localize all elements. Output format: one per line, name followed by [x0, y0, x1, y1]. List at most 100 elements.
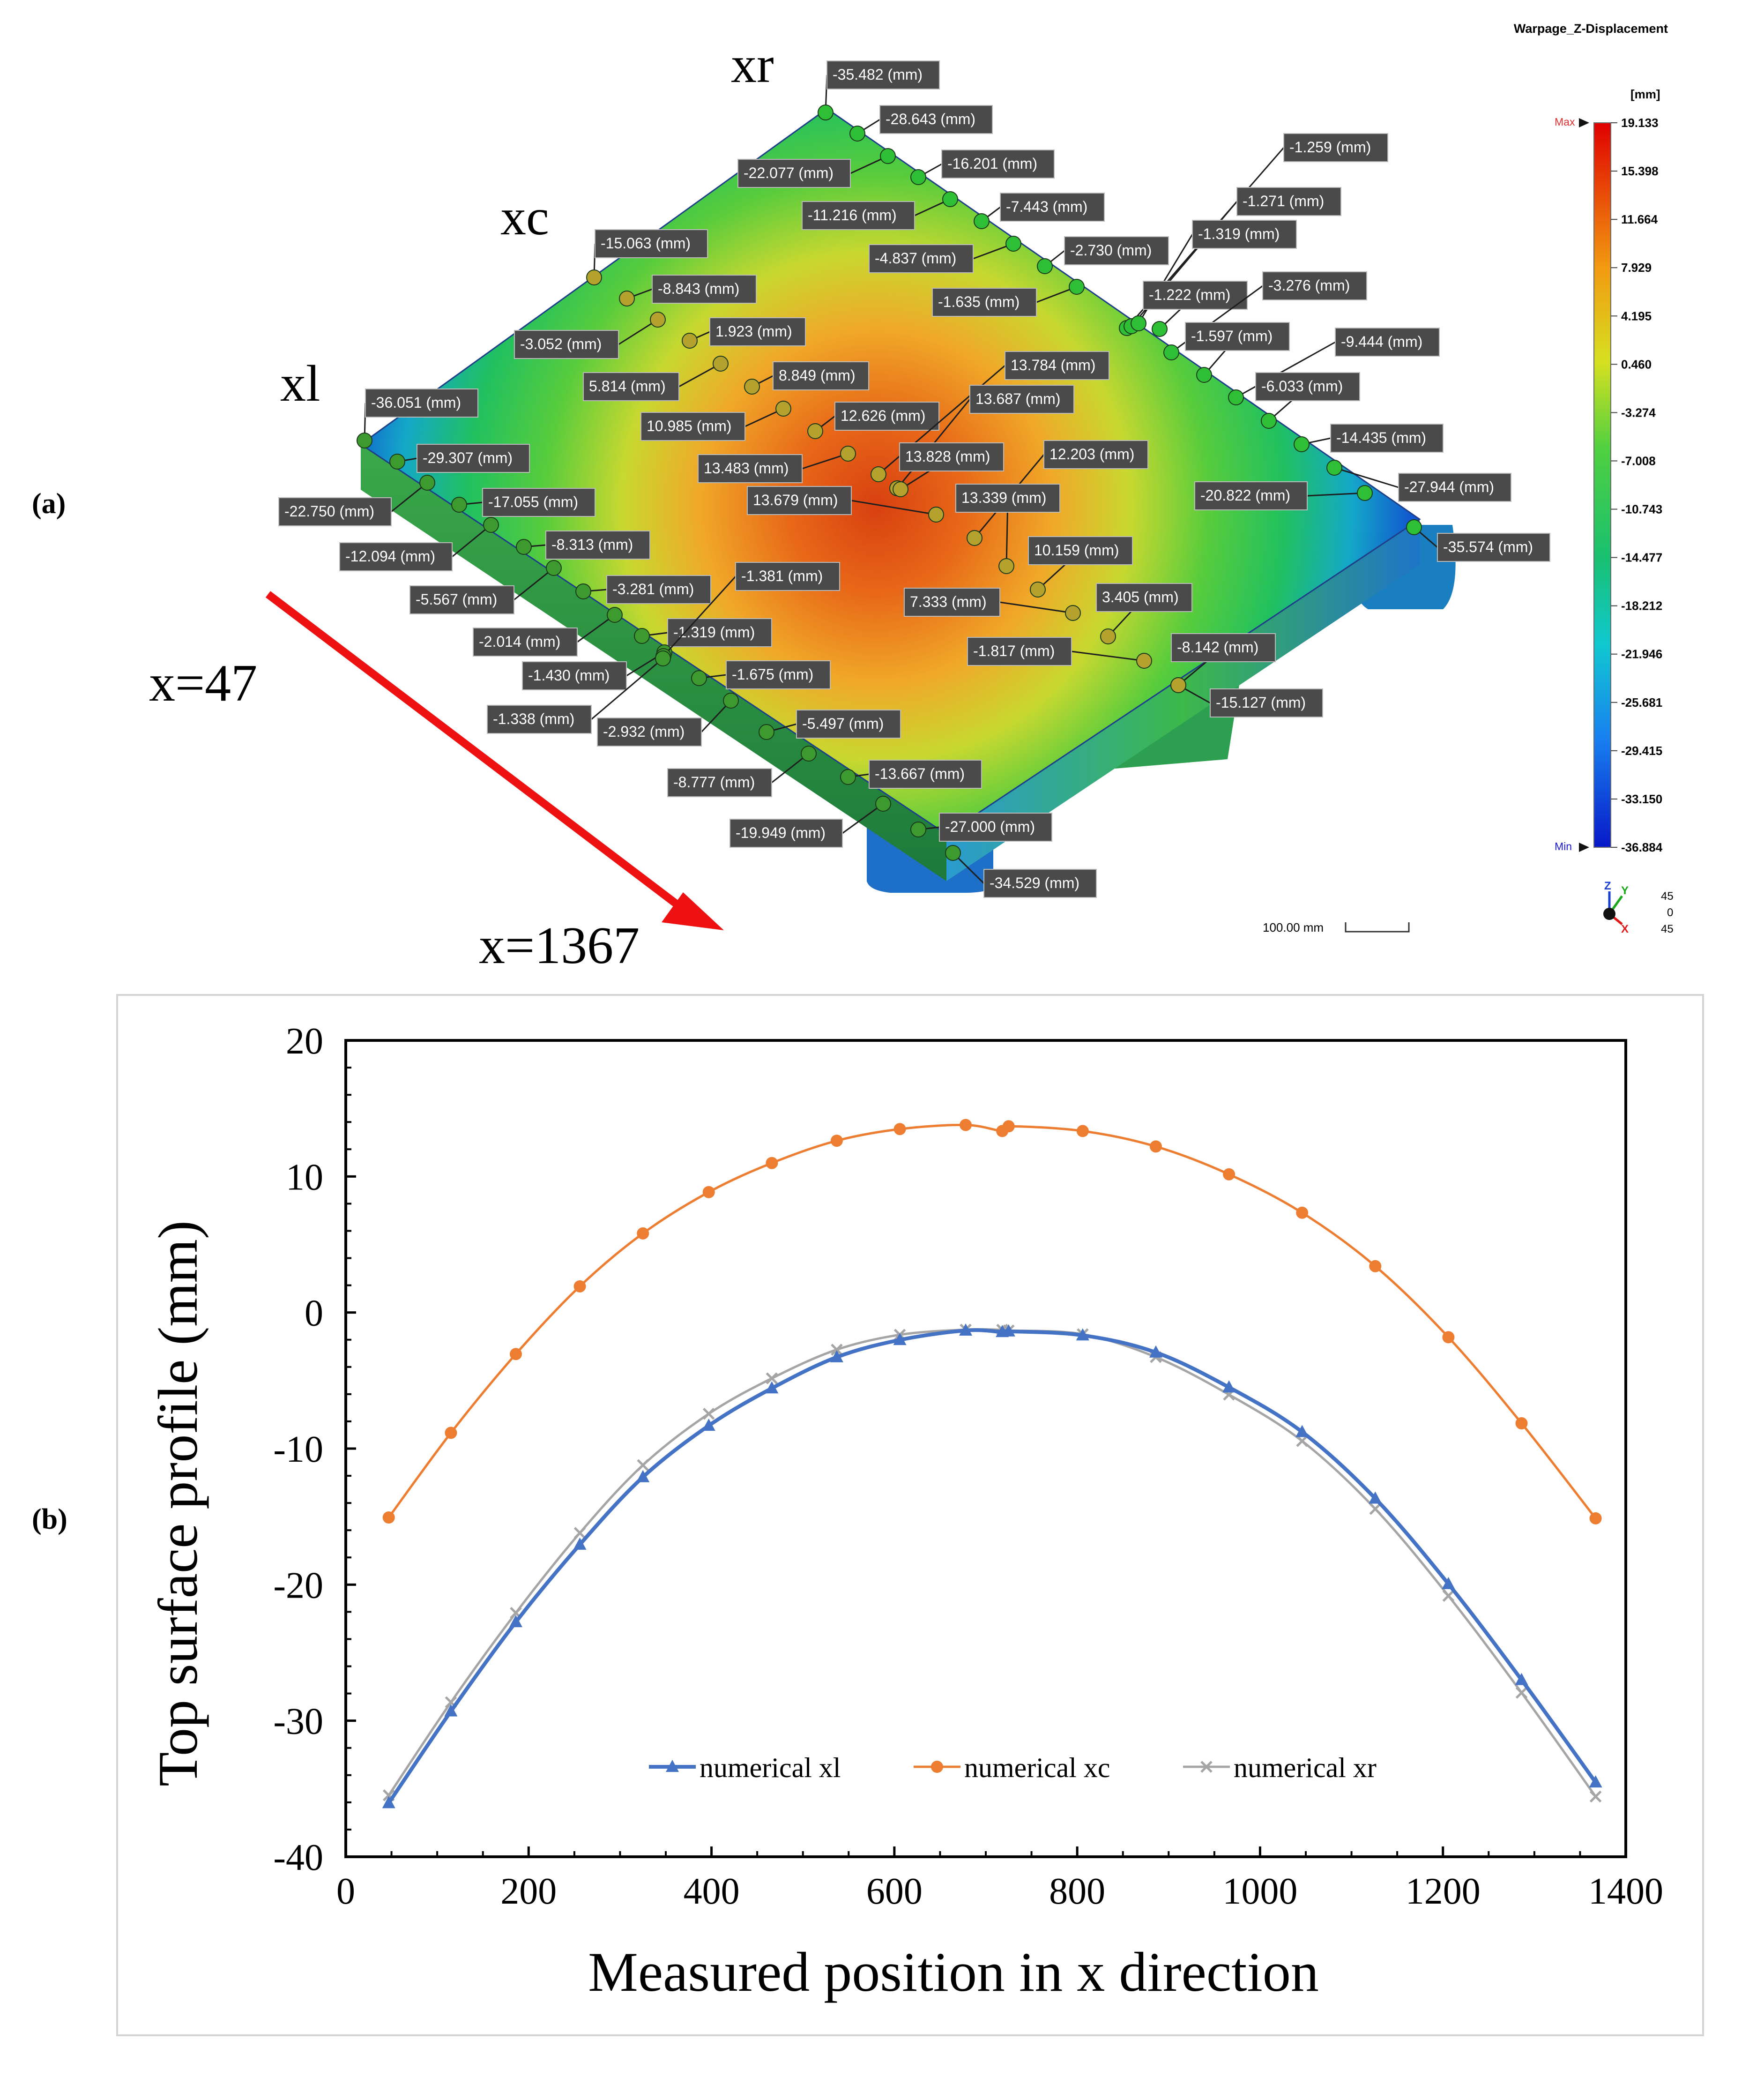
callout-value: -1.222 (mm)	[1149, 286, 1230, 303]
callout-leader	[842, 803, 884, 834]
callout-value: -4.837 (mm)	[875, 250, 956, 267]
legend-tick-label: -36.884	[1621, 840, 1663, 854]
callout-value: -1.597 (mm)	[1191, 328, 1273, 344]
callout-value: -3.281 (mm)	[612, 581, 694, 598]
probe-point	[575, 583, 591, 599]
callout-leader	[1334, 467, 1399, 488]
callout: -22.077 (mm)	[737, 148, 896, 188]
callout: 10.159 (mm)	[1028, 536, 1133, 598]
data-point	[702, 1186, 715, 1198]
probe-point	[875, 796, 891, 812]
probe-point	[1131, 315, 1146, 331]
measurement-callouts: -36.051 (mm) -29.307 (mm) -22.750 (mm) -17.…	[278, 60, 1550, 898]
legend-tick-label: 4.195	[1621, 309, 1652, 323]
callout-value: 5.814 (mm)	[589, 378, 666, 395]
callout: -15.127 (mm)	[1170, 677, 1323, 717]
callout-box	[941, 149, 1055, 179]
callout-box	[826, 60, 940, 90]
callout: 7.333 (mm)	[904, 588, 1081, 621]
callout: -19.949 (mm)	[729, 796, 891, 848]
callout-value: -22.750 (mm)	[284, 503, 374, 520]
row-label-xc: xc	[500, 188, 549, 246]
legend-min-label: Min	[1555, 840, 1572, 852]
x-tick-label: 1000	[1222, 1871, 1297, 1912]
callout-box	[939, 813, 1052, 842]
callout-box	[1330, 424, 1444, 453]
callout-value: -9.444 (mm)	[1341, 333, 1422, 350]
callout: -11.216 (mm)	[802, 191, 958, 230]
legend-tick-label: -21.946	[1621, 647, 1662, 661]
probe-point	[967, 530, 982, 546]
legend-min-pointer	[1579, 843, 1589, 852]
callout-leader	[1236, 341, 1336, 398]
callout: -35.482 (mm)	[818, 60, 940, 120]
data-point	[1223, 1168, 1236, 1181]
legend-label: numerical xr	[1234, 1752, 1377, 1783]
callout: 13.339 (mm)	[955, 484, 1060, 574]
triad-angle-3: 45	[1661, 923, 1674, 935]
callout-value: 13.828 (mm)	[905, 448, 990, 465]
callout-value: 10.159 (mm)	[1034, 542, 1119, 559]
probe-point	[723, 693, 739, 709]
panel-label-a: (a)	[32, 488, 66, 520]
probe-point	[807, 423, 823, 439]
callout-leader	[1307, 492, 1365, 497]
scale-bar-label: 100.00 mm	[1263, 920, 1324, 934]
callout-value: 7.333 (mm)	[910, 593, 987, 610]
probe-point	[942, 191, 958, 207]
y-tick-label: -40	[273, 1837, 323, 1878]
callout-box	[640, 412, 745, 441]
callout-value: -34.529 (mm)	[990, 874, 1079, 891]
callout-box	[1398, 473, 1511, 502]
data-point	[702, 1419, 715, 1431]
callout: -14.435 (mm)	[1294, 424, 1444, 453]
callout: 13.679 (mm)	[747, 486, 944, 523]
data-point	[959, 1323, 973, 1336]
callout-box	[487, 705, 592, 734]
probe-point	[516, 539, 532, 555]
callout-value: -3.276 (mm)	[1268, 277, 1350, 294]
callout: -1.222 (mm)	[1143, 281, 1248, 337]
data-point	[445, 1427, 457, 1439]
probe-point	[775, 401, 791, 417]
y-tick-label: 0	[305, 1293, 323, 1334]
callout-value: -2.014 (mm)	[479, 633, 560, 650]
callout-value: -2.730 (mm)	[1070, 242, 1152, 259]
callout: -1.675 (mm)	[691, 660, 831, 689]
probe-point	[910, 169, 926, 185]
data-point	[766, 1372, 778, 1384]
data-point	[1149, 1140, 1162, 1153]
legend-color-bar	[1593, 122, 1611, 848]
probe-point	[682, 333, 698, 349]
legend-tick-label: -7.008	[1621, 454, 1656, 468]
probe-point	[1196, 367, 1212, 383]
data-point	[573, 1537, 587, 1550]
callout-box	[983, 869, 1097, 898]
callout-value: -8.313 (mm)	[551, 536, 633, 553]
legend-unit: [mm]	[1630, 87, 1660, 101]
probe-point	[893, 481, 908, 497]
triad-y: Y	[1621, 884, 1629, 897]
callout: -5.567 (mm)	[409, 560, 562, 614]
data-point	[1076, 1125, 1089, 1137]
callout: 13.483 (mm)	[698, 446, 856, 483]
callout-value: -35.482 (mm)	[833, 66, 923, 83]
callout: -9.444 (mm)	[1228, 328, 1440, 405]
data-point	[1442, 1590, 1455, 1602]
probe-point	[818, 105, 834, 120]
callout: 13.828 (mm)	[893, 442, 1004, 497]
legend-tick-label: 11.664	[1621, 212, 1658, 226]
scale-bar	[1345, 922, 1410, 933]
callout-value: 13.483 (mm)	[704, 460, 789, 477]
callout-value: -17.055 (mm)	[488, 493, 578, 510]
row-label-xl: xl	[280, 355, 320, 412]
legend-max-pointer	[1579, 118, 1589, 127]
callout-leader	[452, 524, 491, 558]
legend-marker	[1200, 1761, 1213, 1773]
data-point	[1589, 1775, 1602, 1788]
callout-value: -5.567 (mm)	[416, 591, 497, 608]
line-chart: 20 10 0 -10 -20 -30 -40 0 200 400 600 800 1000 1200 14…	[273, 1021, 1663, 1912]
series-line	[387, 1328, 1597, 1804]
callout: -3.052 (mm)	[514, 312, 666, 359]
callout-box	[729, 819, 843, 848]
